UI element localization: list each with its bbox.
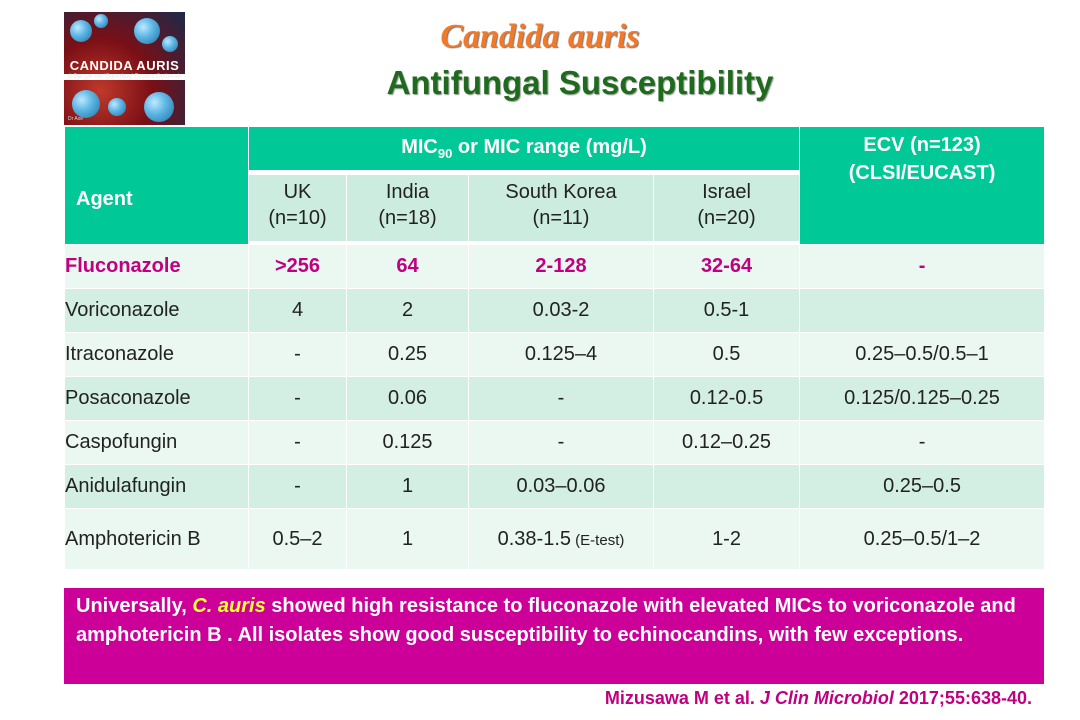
page-subtitle: Antifungal Susceptibility <box>386 64 774 101</box>
value-cell: 0.12–0.25 <box>652 420 801 465</box>
value-cell: 0.25 <box>346 332 469 377</box>
value-cell: 2 <box>346 288 469 333</box>
table-row: Posaconazole - 0.06 - 0.12-0.5 0.125/0.1… <box>64 376 1046 421</box>
agent-header: Agent <box>64 126 249 245</box>
value-cell: 0.5–2 <box>248 508 347 570</box>
ecv-cell: 0.25–0.5 <box>799 464 1046 509</box>
agent-cell: Caspofungin <box>64 420 249 465</box>
value-cell: 0.03–0.06 <box>468 464 654 509</box>
value-cell: 32-64 <box>652 244 801 289</box>
mic-header: MIC90 or MIC range (mg/L) <box>247 126 801 171</box>
value-cell: 0.38-1.5 (E-test) <box>468 508 654 570</box>
table-row: Amphotericin B 0.5–2 1 0.38-1.5 (E-test)… <box>64 508 1046 570</box>
value-cell: - <box>468 376 654 421</box>
value-cell: - <box>248 332 347 377</box>
agent-cell: Anidulafungin <box>64 464 249 509</box>
value-cell: 0.5-1 <box>652 288 801 333</box>
cover-subtitle: A Dangerous 'Superbug' Fungus Outbreak <box>64 74 185 80</box>
agent-cell: Fluconazole <box>64 244 249 289</box>
agent-cell: Amphotericin B <box>64 508 249 570</box>
value-cell: 1-2 <box>652 508 801 570</box>
value-cell: 0.06 <box>346 376 469 421</box>
susceptibility-table: Agent MIC90 or MIC range (mg/L) ECV (n=1… <box>64 126 1046 570</box>
table-row: Anidulafungin - 1 0.03–0.06 0.25–0.5 <box>64 464 1046 509</box>
summary-note: Universally, C. auris showed high resist… <box>64 588 1044 684</box>
value-cell <box>652 464 801 509</box>
cover-title: CANDIDA AURIS <box>69 58 180 73</box>
value-cell: - <box>248 376 347 421</box>
value-cell: 1 <box>346 508 469 570</box>
agent-cell: Voriconazole <box>64 288 249 333</box>
ecv-cell: 0.25–0.5/1–2 <box>799 508 1046 570</box>
value-cell: 0.03-2 <box>468 288 654 333</box>
ecv-cell: - <box>799 420 1046 465</box>
value-cell: 2-128 <box>468 244 654 289</box>
value-cell: >256 <box>248 244 347 289</box>
country-israel-header: Israel (n=20) <box>652 170 801 245</box>
value-cell: 0.5 <box>652 332 801 377</box>
value-cell: 4 <box>248 288 347 333</box>
citation: Mizusawa M et al. J Clin Microbiol 2017;… <box>604 688 1032 708</box>
country-korea-header: South Korea (n=11) <box>468 170 654 245</box>
value-cell: 0.125–4 <box>468 332 654 377</box>
ecv-cell: 0.25–0.5/0.5–1 <box>799 332 1046 377</box>
cover-image: CANDIDA AURIS A Dangerous 'Superbug' Fun… <box>64 12 185 125</box>
table-row: Fluconazole >256 64 2-128 32-64 - <box>64 244 1046 289</box>
agent-cell: Itraconazole <box>64 332 249 377</box>
country-india-header: India (n=18) <box>346 170 469 245</box>
ecv-cell <box>799 288 1046 333</box>
value-cell: 1 <box>346 464 469 509</box>
page-title: Candida auris <box>440 18 640 55</box>
value-cell: 64 <box>346 244 469 289</box>
agent-cell: Posaconazole <box>64 376 249 421</box>
value-cell: - <box>468 420 654 465</box>
table-row: Itraconazole - 0.25 0.125–4 0.5 0.25–0.5… <box>64 332 1046 377</box>
ecv-header: ECV (n=123) (CLSI/EUCAST) <box>799 126 1046 245</box>
ecv-cell: 0.125/0.125–0.25 <box>799 376 1046 421</box>
value-cell: - <box>248 464 347 509</box>
value-cell: 0.125 <box>346 420 469 465</box>
ecv-cell: - <box>799 244 1046 289</box>
value-cell: 0.12-0.5 <box>652 376 801 421</box>
table-row: Caspofungin - 0.125 - 0.12–0.25 - <box>64 420 1046 465</box>
table-row: Voriconazole 4 2 0.03-2 0.5-1 <box>64 288 1046 333</box>
cover-brand: Dr Axe <box>68 116 84 122</box>
value-cell: - <box>248 420 347 465</box>
country-uk-header: UK (n=10) <box>248 170 347 245</box>
